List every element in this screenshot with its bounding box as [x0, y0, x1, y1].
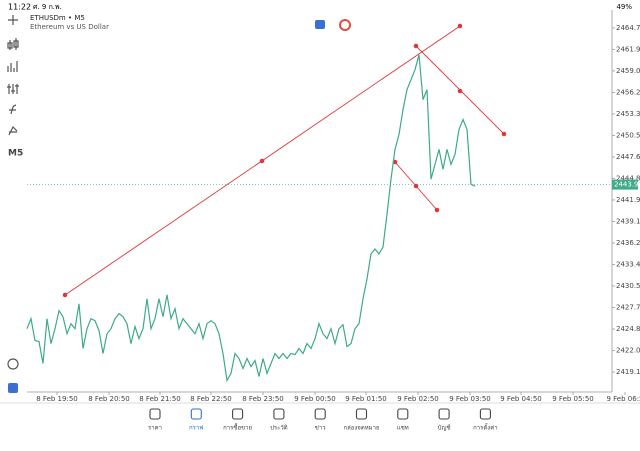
y-tick-label: 2441.95 — [616, 196, 640, 204]
left-toolbar — [7, 15, 19, 370]
quick-trade-icon[interactable] — [8, 383, 18, 393]
nav-item[interactable]: กราฟ — [189, 408, 204, 432]
y-tick-label: 2450.50 — [616, 131, 640, 139]
nav-item[interactable]: บัญชี — [438, 408, 451, 432]
status-date: ศ. 9 ก.พ. — [33, 3, 62, 11]
nav-label: ราคา — [148, 425, 162, 432]
x-tick-label: 8 Feb 19:50 — [36, 395, 77, 403]
nav-icon — [190, 408, 202, 420]
nav-icon — [232, 408, 244, 420]
nav-label: บัญชี — [438, 424, 451, 432]
y-tick-label: 2439.10 — [616, 217, 640, 225]
trade-icon[interactable] — [339, 19, 351, 31]
y-tick-label: 2427.70 — [616, 304, 640, 312]
y-tick-label: 2459.05 — [616, 67, 640, 75]
y-tick-label: 2422.00 — [616, 347, 640, 355]
trend-handle[interactable] — [413, 43, 419, 49]
y-tick-label: 2436.25 — [616, 239, 640, 247]
nav-icon — [479, 408, 491, 420]
buy-sell-icon[interactable] — [315, 20, 325, 29]
nav-label: กล่องจดหมาย — [343, 425, 379, 432]
nav-icon — [149, 408, 161, 420]
x-tick-label: 8 Feb 21:50 — [139, 395, 180, 403]
nav-item[interactable]: กล่องจดหมาย — [343, 408, 380, 432]
objects-tool[interactable] — [8, 125, 18, 136]
y-tick-label: 2433.40 — [616, 261, 640, 269]
nav-item[interactable]: ประวัติ — [270, 408, 288, 432]
status-time: 11:22 — [8, 3, 31, 12]
x-tick-label: 9 Feb 02:50 — [397, 395, 438, 403]
function-tool[interactable] — [9, 104, 17, 115]
x-tick-label: 8 Feb 23:50 — [242, 395, 283, 403]
y-tick-label: 2444.80 — [616, 174, 640, 182]
settings-tool[interactable] — [7, 84, 19, 94]
nav-label: ข่าว — [315, 425, 326, 432]
trend-handle[interactable] — [413, 183, 419, 189]
trend-handle[interactable] — [62, 292, 68, 298]
trend-handle[interactable] — [457, 23, 463, 29]
y-tick-label: 2430.55 — [616, 282, 640, 290]
y-tick-label: 2424.85 — [616, 325, 640, 333]
nav-icon — [314, 408, 326, 420]
y-tick-label: 2419.15 — [616, 368, 640, 376]
trend-handle[interactable] — [457, 88, 463, 94]
chart-type-tool[interactable] — [7, 38, 19, 50]
x-tick-label: 9 Feb 06:5 — [606, 395, 640, 403]
y-tick-label: 2456.20 — [616, 88, 640, 96]
trend-handle[interactable] — [259, 158, 265, 164]
x-tick-label: 8 Feb 20:50 — [88, 395, 129, 403]
current-price-badge — [612, 179, 638, 190]
x-tick-label: 9 Feb 05:50 — [552, 395, 593, 403]
nav-item[interactable]: ราคา — [148, 408, 162, 432]
x-tick-label: 9 Feb 01:50 — [345, 395, 386, 403]
sync-tool[interactable] — [7, 358, 19, 370]
nav-icon — [397, 408, 409, 420]
nav-icon — [273, 408, 285, 420]
y-tick-label: 2453.35 — [616, 110, 640, 118]
chart-subtitle: Ethereum vs US Dollar — [30, 23, 109, 31]
nav-label: การตั้งค่า — [473, 422, 497, 432]
nav-label: การซื้อขาย — [223, 422, 252, 432]
x-tick-label: 9 Feb 04:50 — [500, 395, 541, 403]
x-tick-label: 8 Feb 22:50 — [190, 395, 231, 403]
status-battery: 49% — [616, 3, 632, 11]
nav-label: แชท — [397, 425, 409, 432]
nav-label: กราฟ — [189, 425, 203, 432]
nav-icon — [438, 408, 450, 420]
nav-item[interactable]: แชท — [397, 408, 409, 432]
y-tick-label: 2464.75 — [616, 24, 640, 32]
crosshair-tool[interactable] — [8, 15, 18, 25]
current-price-label: 2443.99 — [614, 181, 640, 189]
trend-handle[interactable] — [501, 131, 507, 137]
indicators-tool[interactable] — [7, 61, 18, 72]
x-tick-label: 9 Feb 03:50 — [449, 395, 490, 403]
nav-label: ประวัติ — [270, 425, 288, 432]
timeframe-button[interactable]: M5 — [8, 149, 23, 159]
trend-lines — [62, 23, 507, 298]
y-tick-label: 2447.65 — [616, 153, 640, 161]
y-tick-label: 2461.90 — [616, 45, 640, 53]
nav-icon — [355, 408, 368, 420]
chart-title: ETHUSDm • M5 — [30, 14, 85, 22]
x-tick-label: 9 Feb 00:50 — [294, 395, 335, 403]
nav-item[interactable]: การซื้อขาย — [223, 408, 252, 432]
nav-item[interactable]: การตั้งค่า — [473, 408, 498, 432]
price-line — [26, 54, 476, 383]
nav-item[interactable]: ข่าว — [314, 408, 326, 432]
trend-handle[interactable] — [434, 207, 440, 213]
